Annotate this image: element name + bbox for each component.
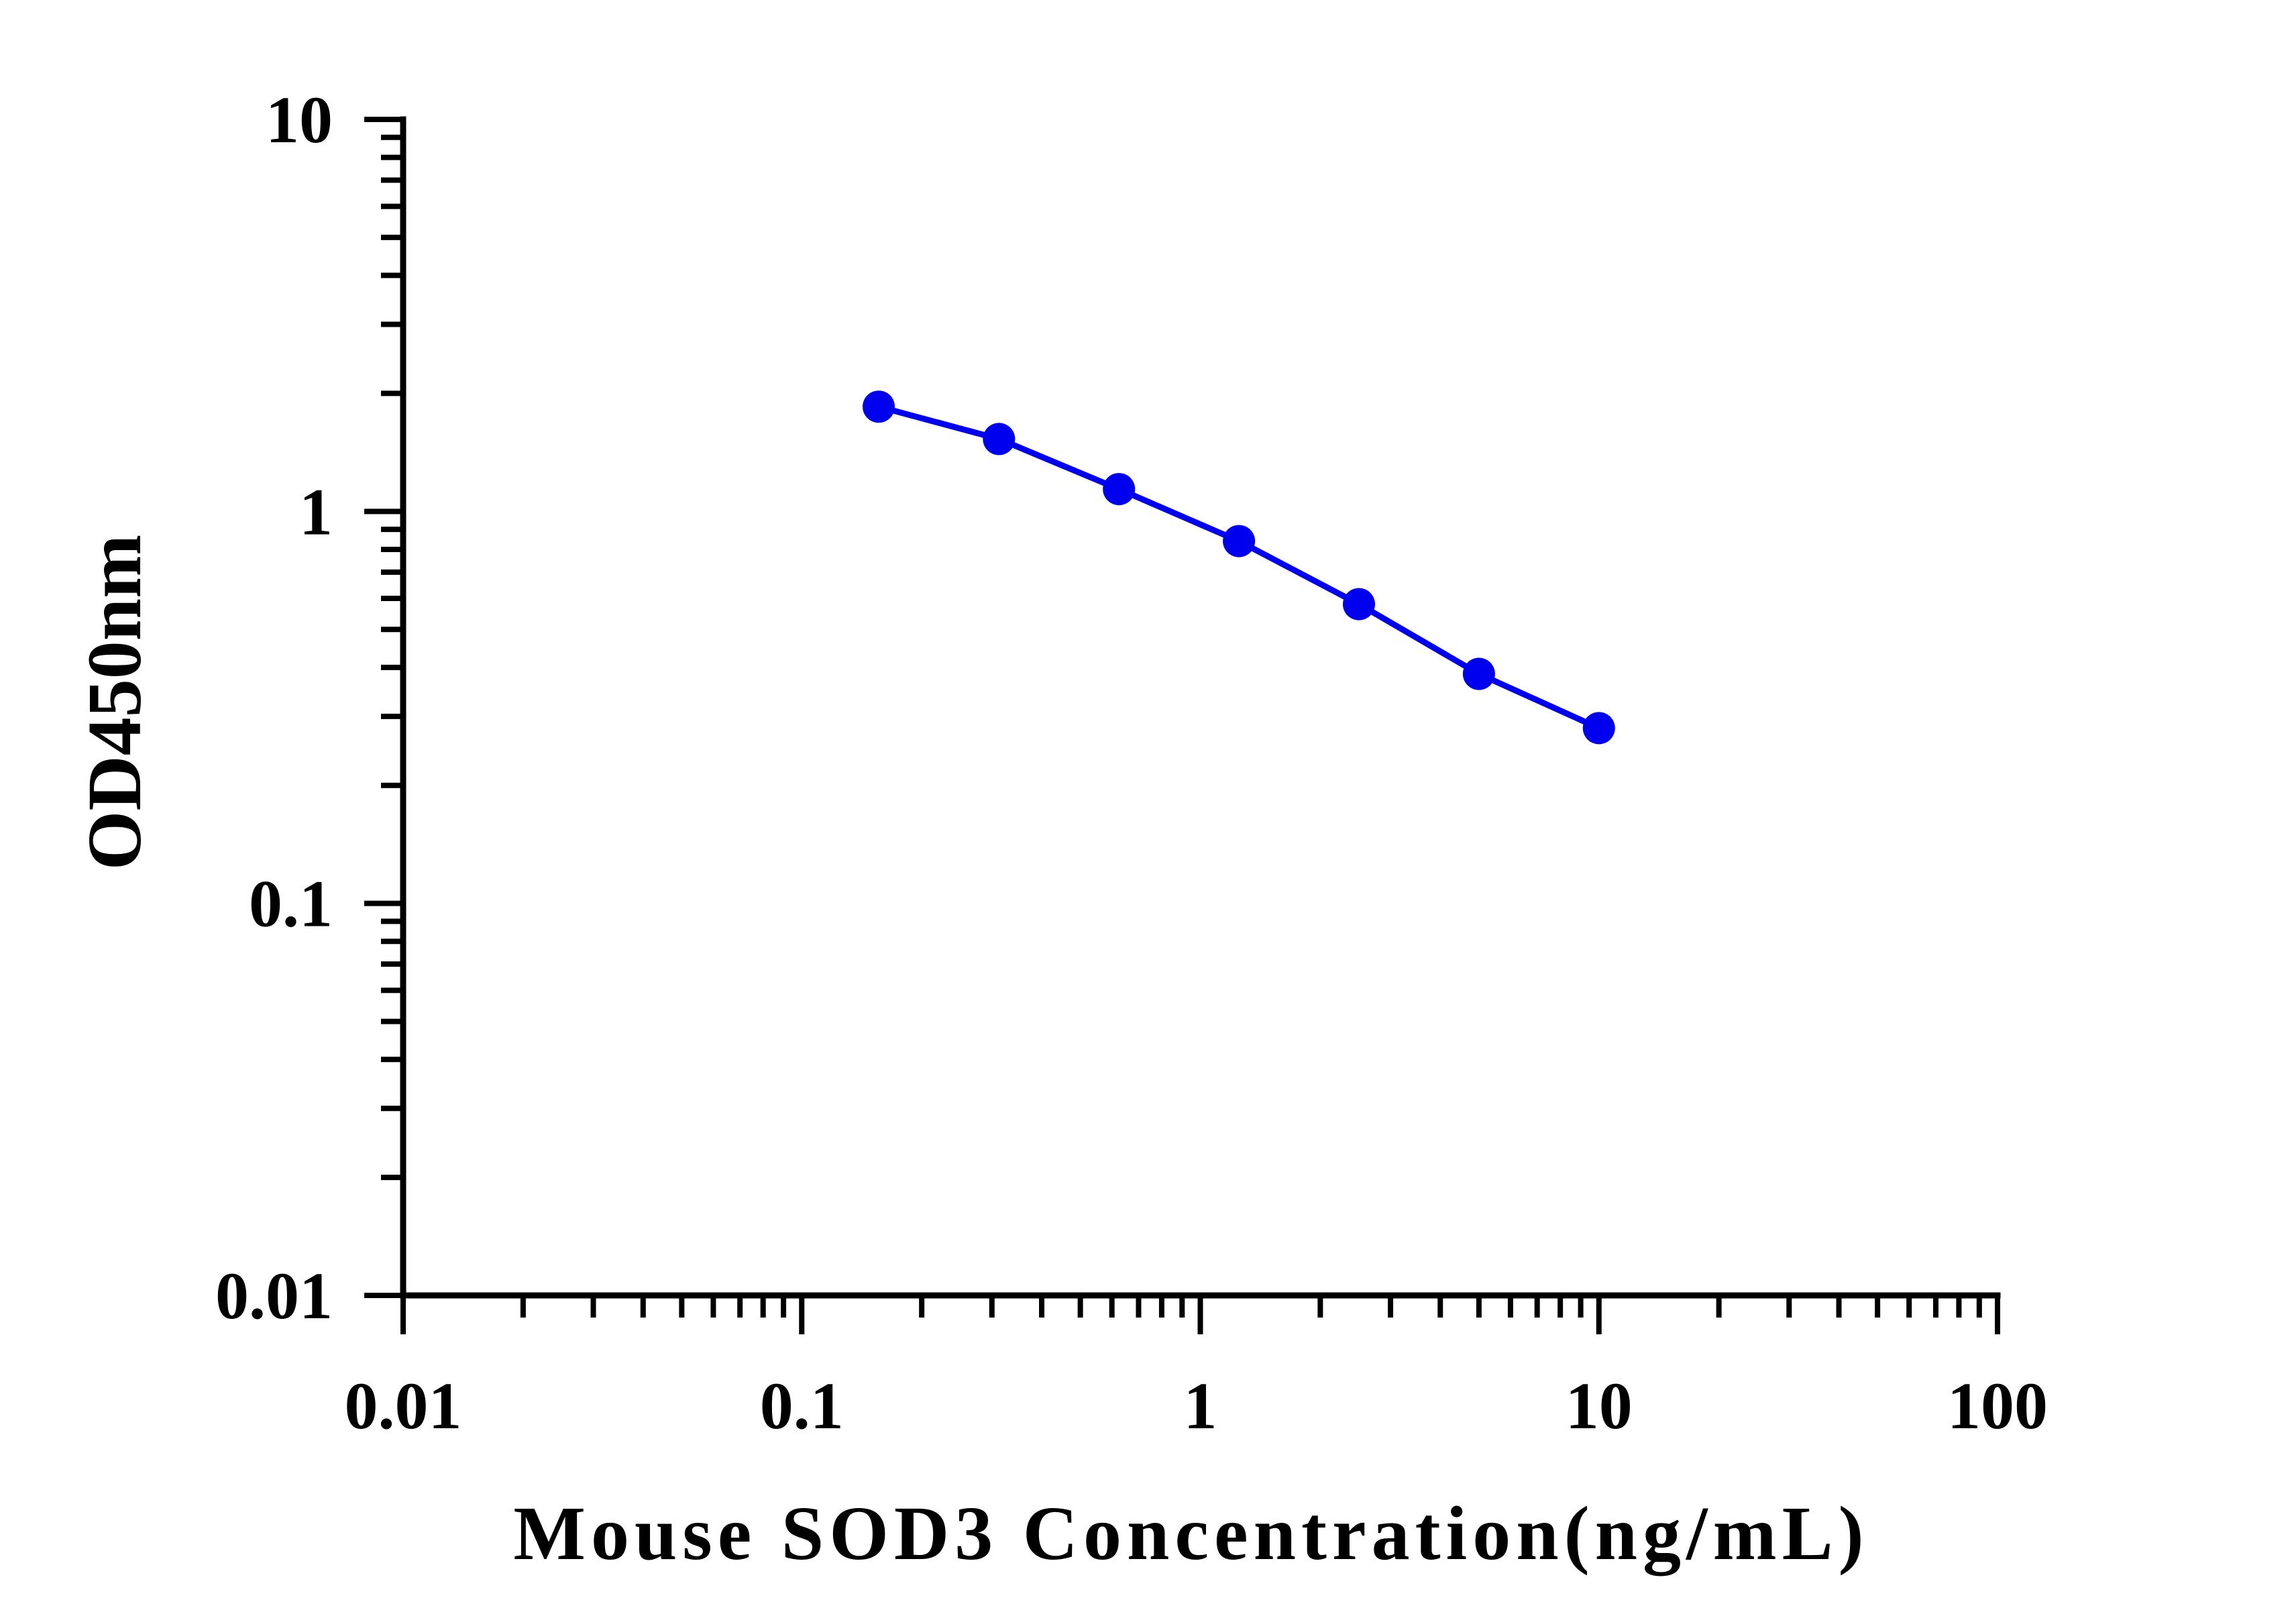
x-tick-label: 10: [1566, 1369, 1633, 1443]
x-tick-label: 1: [1184, 1369, 1217, 1443]
data-point: [1582, 712, 1615, 745]
y-axis-tick-labels: 0.01 0.1 1 10: [215, 83, 333, 1333]
y-tick-label: 0.01: [215, 1259, 333, 1333]
x-axis-ticks: [400, 1295, 2000, 1334]
series-layer: [863, 390, 1615, 745]
y-tick-label: 1: [299, 474, 333, 549]
data-point: [983, 423, 1016, 456]
data-point: [1103, 473, 1136, 506]
data-point: [1223, 525, 1256, 557]
data-point: [863, 390, 895, 423]
x-tick-label: 0.1: [760, 1369, 844, 1443]
y-tick-label: 0.1: [249, 867, 333, 941]
y-tick-label: 10: [266, 83, 333, 157]
x-axis-title: Mouse SOD3 Concentration(ng/mL): [513, 1491, 1869, 1576]
axes: [400, 116, 2001, 1299]
y-axis-ticks: [364, 117, 403, 1298]
x-tick-label: 100: [1947, 1369, 2048, 1443]
y-axis-title: OD450nm: [72, 535, 157, 870]
x-tick-label: 0.01: [345, 1369, 462, 1443]
data-point: [1342, 588, 1375, 621]
data-point: [1462, 657, 1495, 690]
x-axis-tick-labels: 0.01 0.1 1 10 100: [345, 1369, 2048, 1443]
